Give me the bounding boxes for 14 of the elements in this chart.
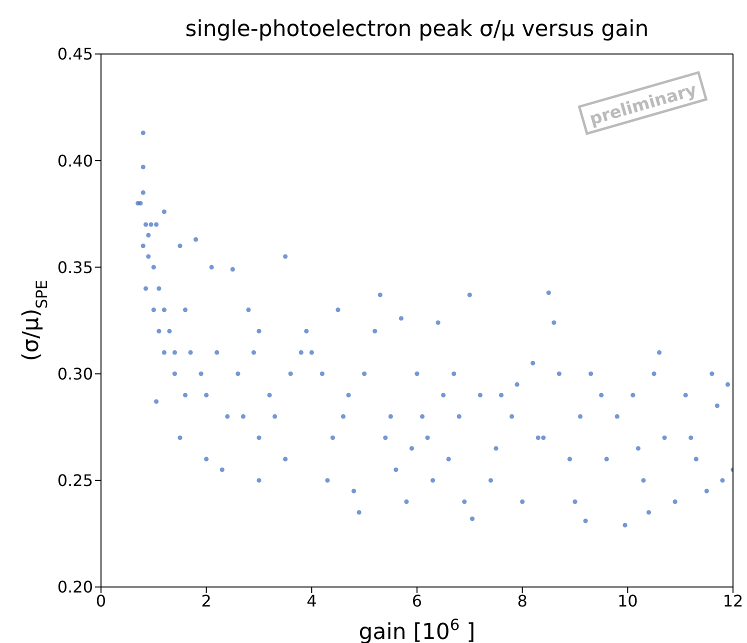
y-tick-label: 0.40 — [57, 151, 93, 170]
x-tick-label: 0 — [96, 591, 106, 610]
y-tick-label: 0.35 — [57, 258, 93, 277]
y-tick-label: 0.30 — [57, 364, 93, 384]
x-tick-label: 4 — [306, 591, 317, 610]
y-tick-label: 0.20 — [57, 578, 93, 597]
x-tick-label: 6 — [412, 591, 422, 610]
y-tick-label: 0.45 — [57, 44, 93, 64]
chart-title: single-photoelectron peak σ/μ versus gain — [185, 17, 649, 42]
x-tick-label: 8 — [517, 591, 528, 610]
x-tick-label: 12 — [722, 591, 744, 610]
x-tick-label: 10 — [617, 591, 638, 610]
x-tick-label: 2 — [201, 591, 212, 610]
y-tick-label: 0.25 — [57, 471, 93, 490]
